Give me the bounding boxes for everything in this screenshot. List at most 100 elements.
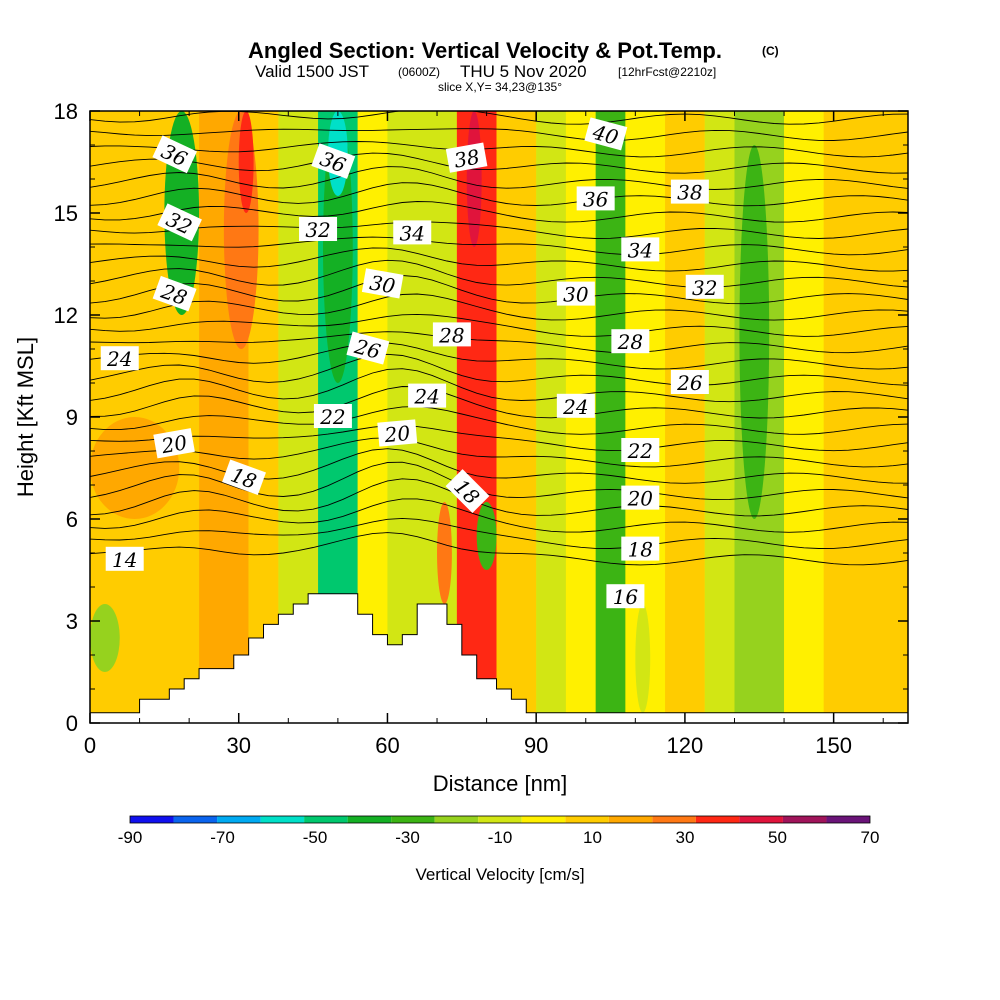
contour-label-4: 18 (621, 536, 660, 562)
pot-temp-contour-31 (90, 259, 908, 288)
pot-temp-contour-35 (90, 201, 908, 223)
colorbar-swatch-8 (478, 816, 522, 823)
contour-label-text: 22 (319, 405, 345, 429)
forecast-tag: [12hrFcst@2210z] (618, 65, 716, 79)
contour-label-text: 16 (613, 585, 639, 609)
pot-temp-contour-16 (90, 498, 908, 533)
colorbar-tick-7: 50 (768, 828, 787, 847)
y-tick-label-6: 18 (54, 99, 78, 124)
velocity-cell-13 (90, 417, 180, 519)
contour-label-10: 24 (100, 346, 139, 371)
pot-temp-contour-25 (90, 353, 908, 386)
contour-label-30: 40 (584, 117, 628, 151)
colorbar-swatch-12 (652, 816, 696, 823)
pot-temp-contour-28 (90, 313, 908, 337)
contour-label-11: 24 (408, 383, 447, 409)
y-tick-label-2: 6 (66, 507, 78, 532)
colorbar-tick-3: -30 (395, 828, 420, 847)
contour-label-14: 26 (670, 370, 709, 395)
velocity-band-17 (823, 111, 908, 723)
pot-temp-contour-38 (90, 152, 908, 174)
pot-temp-contour-20 (90, 437, 908, 468)
colorbar-swatch-2 (217, 816, 261, 823)
contour-label-24: 34 (621, 237, 660, 262)
velocity-cell-2 (238, 111, 254, 213)
velocity-band-16 (784, 111, 824, 723)
colorbar-swatch-15 (782, 816, 827, 823)
contour-label-27: 36 (576, 186, 615, 211)
colorbar-tick-2: -50 (303, 828, 328, 847)
x-tick-label-2: 60 (375, 733, 399, 758)
pot-temp-contour-15 (90, 517, 908, 549)
colorbar-swatch-16 (826, 816, 870, 823)
colorbar-swatch-6 (391, 816, 435, 823)
valid-time: Valid 1500 JST (255, 62, 369, 81)
contour-label-12: 24 (556, 393, 595, 419)
pot-temp-contour-17 (90, 478, 908, 517)
pot-temp-contour-14 (90, 532, 908, 566)
colorbar-swatch-10 (565, 816, 609, 823)
colorbar-swatch-3 (260, 816, 305, 823)
pot-temp-contour-40 (90, 128, 908, 142)
y-tick-label-3: 9 (66, 405, 78, 430)
colorbar-tick-4: -10 (488, 828, 513, 847)
velocity-cell-8 (739, 145, 770, 519)
velocity-cell-10 (437, 502, 452, 604)
x-tick-label-0: 0 (84, 733, 96, 758)
colorbar-swatch-7 (434, 816, 479, 823)
colorbar-swatch-0 (130, 816, 174, 823)
contour-label-5: 20 (153, 428, 195, 458)
x-tick-label-3: 90 (524, 733, 548, 758)
pot-temp-contour-18 (90, 461, 908, 501)
contour-label-text: 28 (617, 330, 643, 354)
contour-label-text: 28 (438, 323, 464, 347)
colorbar-tick-6: 30 (676, 828, 695, 847)
colorbar-swatch-11 (608, 816, 653, 823)
contour-label-text: 38 (677, 181, 702, 205)
contour-label-text: 22 (627, 439, 653, 463)
contour-label-text: 24 (562, 395, 588, 419)
contour-label-7: 20 (621, 485, 660, 511)
pot-temp-contour-37 (90, 166, 908, 190)
contour-label-28: 38 (445, 142, 488, 173)
contour-label-8: 22 (313, 404, 352, 429)
contour-label-9: 22 (621, 438, 660, 463)
contour-label-text: 36 (583, 187, 609, 211)
y-axis-label: Height [Kft MSL] (13, 337, 38, 497)
x-tick-label-5: 150 (815, 733, 852, 758)
contour-label-22: 32 (685, 274, 724, 300)
contour-label-19: 30 (556, 281, 595, 307)
x-tick-label-1: 30 (226, 733, 250, 758)
contour-label-29: 38 (670, 179, 709, 205)
contour-label-0: 14 (105, 546, 144, 572)
colorbar-tick-8: 70 (861, 828, 880, 847)
pot-temp-contour-26 (90, 342, 908, 370)
velocity-band-14 (704, 111, 735, 723)
pot-temp-contour-21 (90, 425, 908, 452)
contour-label-21: 32 (299, 217, 338, 242)
terrain-profile (89, 593, 909, 724)
colorbar (129, 815, 871, 824)
contour-label-text: 34 (400, 221, 425, 245)
pot-temp-contour-34 (90, 221, 908, 239)
colorbar-label: Vertical Velocity [cm/s] (415, 865, 584, 884)
contour-label-18: 30 (361, 268, 404, 299)
y-tick-label-1: 3 (66, 609, 78, 634)
y-tick-label-0: 0 (66, 711, 78, 736)
valid-zulu: (0600Z) (398, 65, 440, 79)
chart-title-unit: (C) (762, 44, 779, 58)
pot-temp-contour-36 (90, 182, 908, 207)
y-tick-label-5: 15 (54, 201, 78, 226)
colorbar-tick-0: -90 (118, 828, 143, 847)
pot-temp-contour-33 (90, 236, 908, 256)
slice-info: slice X,Y= 34,23@135° (438, 80, 562, 94)
valid-date: THU 5 Nov 2020 (460, 62, 587, 81)
colorbar-swatch-5 (347, 816, 392, 823)
contour-label-text: 26 (676, 371, 703, 395)
contour-label-text: 20 (159, 430, 189, 458)
contour-label-text: 20 (383, 421, 412, 447)
contour-label-6: 20 (377, 419, 418, 447)
contour-label-text: 30 (563, 283, 589, 307)
